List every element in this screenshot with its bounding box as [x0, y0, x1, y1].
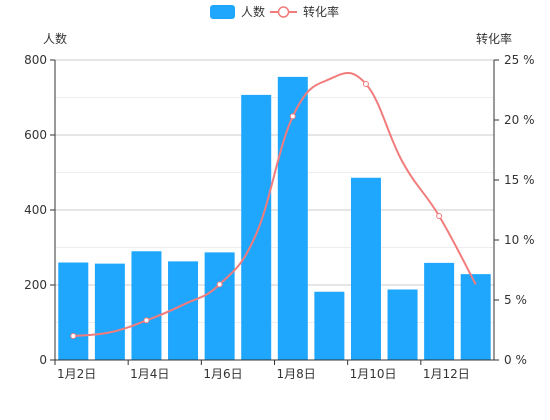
conversion-point-1月10日[interactable]: [362, 81, 369, 87]
legend-swatch-people: [210, 5, 235, 19]
left-axis-name: 人数: [43, 31, 67, 46]
right-axis-name: 转化率: [476, 31, 512, 46]
x-tick-label: 1月2日: [57, 367, 96, 381]
x-tick-label: 1月10日: [350, 367, 397, 381]
right-tick-label: 25 %: [504, 53, 535, 67]
left-tick-label: 400: [24, 203, 47, 217]
right-tick-label: 5 %: [504, 293, 527, 307]
x-axis-ticks: 1月2日 1月4日 1月6日 1月8日 1月10日 1月12日: [54, 360, 470, 381]
x-tick-label: 1月8日: [277, 367, 316, 381]
right-tick-label: 10 %: [504, 233, 535, 247]
bar-1月3日[interactable]: [94, 263, 125, 360]
x-tick-label: 1月12日: [423, 367, 470, 381]
right-tick-label: 0 %: [504, 353, 527, 367]
legend-item-people[interactable]: 人数: [210, 4, 265, 19]
bar-1月12日[interactable]: [424, 262, 455, 360]
left-tick-label: 800: [24, 53, 47, 67]
x-tick-label: 1月6日: [203, 367, 242, 381]
legend: 人数 转化率: [210, 4, 339, 19]
bar-1月5日[interactable]: [168, 261, 199, 360]
conversion-point-1月12日[interactable]: [436, 213, 443, 219]
left-tick-label: 600: [24, 128, 47, 142]
conversion-point-1月6日[interactable]: [216, 281, 223, 288]
right-axis-ticks: 0 % 5 % 10 % 15 % 20 % 25 %: [494, 53, 535, 367]
left-tick-label: 200: [24, 278, 47, 292]
right-tick-label: 20 %: [504, 113, 535, 127]
legend-label-people: 人数: [241, 4, 265, 19]
bar-1月13日[interactable]: [460, 274, 491, 360]
bar-1月8日[interactable]: [277, 76, 308, 360]
grid-lines: [55, 59, 494, 323]
bar-1月2日[interactable]: [58, 262, 89, 361]
legend-label-conversion: 转化率: [303, 4, 339, 19]
bar-1月4日[interactable]: [131, 251, 162, 360]
legend-item-conversion[interactable]: 转化率: [270, 4, 339, 19]
left-axis-ticks: 0 200 400 600 800: [24, 53, 55, 367]
bar-1月7日[interactable]: [241, 94, 272, 360]
bar-series-people: [58, 76, 491, 361]
conversion-point-1月4日[interactable]: [143, 317, 150, 324]
bar-1月9日[interactable]: [314, 291, 345, 360]
bar-1月6日[interactable]: [204, 252, 235, 360]
legend-swatch-conversion-marker: [277, 6, 290, 18]
left-tick-label: 0: [39, 353, 47, 367]
line-series-conversion: [70, 71, 477, 339]
conversion-point-1月2日[interactable]: [70, 333, 77, 339]
conversion-point-1月8日[interactable]: [289, 113, 296, 120]
right-tick-label: 15 %: [504, 173, 535, 187]
x-tick-label: 1月4日: [130, 367, 169, 381]
bar-1月10日[interactable]: [350, 177, 381, 360]
bar-1月11日[interactable]: [387, 289, 418, 361]
